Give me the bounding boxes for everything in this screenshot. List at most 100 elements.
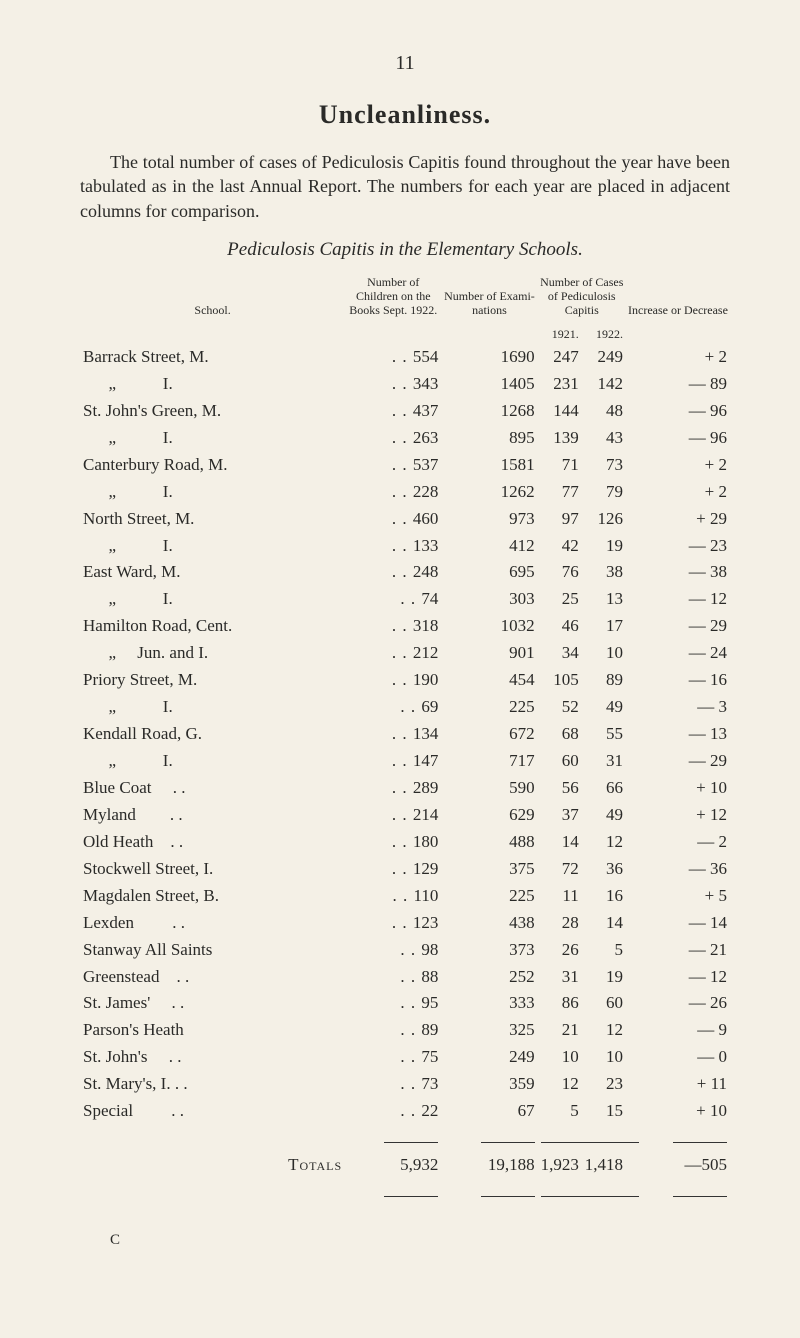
table-row: St. John's Green, M.. . 437126814448— 96 [80, 398, 730, 425]
table-row: Canterbury Road, M.. . 53715817173+ 2 [80, 452, 730, 479]
cell-children: . . 180 [345, 829, 441, 856]
table-row: Stockwell Street, I.. . 1293757236— 36 [80, 856, 730, 883]
cell-1921: 12 [538, 1071, 582, 1098]
totals-label: Totals [80, 1152, 345, 1179]
table-row: North Street, M.. . 46097397126+ 29 [80, 506, 730, 533]
cell-delta: — 24 [626, 640, 730, 667]
table-row: Lexden . .. . 1234382814— 14 [80, 910, 730, 937]
cell-delta: — 9 [626, 1017, 730, 1044]
cell-1921: 105 [538, 667, 582, 694]
cell-1921: 42 [538, 533, 582, 560]
page-number: 11 [80, 50, 730, 77]
cell-children: . . 88 [345, 964, 441, 991]
cell-children: . . 75 [345, 1044, 441, 1071]
cell-1921: 26 [538, 937, 582, 964]
cell-exams: 1690 [441, 344, 537, 371]
table-row: „ I.. . 3431405231142— 89 [80, 371, 730, 398]
cell-children: . . 73 [345, 1071, 441, 1098]
cell-children: . . 74 [345, 586, 441, 613]
cell-exams: 973 [441, 506, 537, 533]
cell-delta: — 12 [626, 586, 730, 613]
cell-delta: + 11 [626, 1071, 730, 1098]
cell-delta: — 29 [626, 748, 730, 775]
cell-exams: 1405 [441, 371, 537, 398]
cell-children: . . 212 [345, 640, 441, 667]
table-header-row: School. Number of Children on the Books … [80, 273, 730, 324]
table-row: „ I.. . 743032513— 12 [80, 586, 730, 613]
pediculosis-table: School. Number of Children on the Books … [80, 273, 730, 1206]
col-cases: Number of Cases of Pediculosis Capitis [538, 273, 626, 324]
cell-1921: 97 [538, 506, 582, 533]
cell-1921: 68 [538, 721, 582, 748]
cell-1922: 36 [582, 856, 626, 883]
cell-exams: 438 [441, 910, 537, 937]
table-row: East Ward, M.. . 2486957638— 38 [80, 559, 730, 586]
cell-exams: 412 [441, 533, 537, 560]
cell-exams: 590 [441, 775, 537, 802]
cell-exams: 225 [441, 883, 537, 910]
cell-children: . . 129 [345, 856, 441, 883]
cell-1921: 52 [538, 694, 582, 721]
rule-row [80, 1125, 730, 1152]
cell-1922: 17 [582, 613, 626, 640]
table-row: „ Jun. and I.. . 2129013410— 24 [80, 640, 730, 667]
cell-children: . . 460 [345, 506, 441, 533]
cell-1922: 55 [582, 721, 626, 748]
cell-1922: 126 [582, 506, 626, 533]
cell-1922: 13 [582, 586, 626, 613]
cell-children: . . 89 [345, 1017, 441, 1044]
cell-1921: 10 [538, 1044, 582, 1071]
cell-delta: + 2 [626, 344, 730, 371]
cell-exams: 1268 [441, 398, 537, 425]
cell-school: Priory Street, M. [80, 667, 345, 694]
cell-delta: — 13 [626, 721, 730, 748]
cell-delta: + 2 [626, 452, 730, 479]
cell-exams: 454 [441, 667, 537, 694]
cell-delta: — 0 [626, 1044, 730, 1071]
cell-children: . . 123 [345, 910, 441, 937]
cell-school: St. John's . . [80, 1044, 345, 1071]
cell-exams: 67 [441, 1098, 537, 1125]
cell-school: Stockwell Street, I. [80, 856, 345, 883]
cell-delta: — 89 [626, 371, 730, 398]
cell-exams: 303 [441, 586, 537, 613]
year-1922: 1922. [582, 324, 626, 344]
cell-children: . . 98 [345, 937, 441, 964]
cell-school: North Street, M. [80, 506, 345, 533]
cell-delta: — 26 [626, 990, 730, 1017]
cell-delta: — 96 [626, 398, 730, 425]
cell-exams: 901 [441, 640, 537, 667]
cell-delta: + 12 [626, 802, 730, 829]
totals-exams: 19,188 [441, 1152, 537, 1179]
cell-1921: 247 [538, 344, 582, 371]
cell-school: „ I. [80, 694, 345, 721]
cell-1922: 89 [582, 667, 626, 694]
table-row: Parson's Heath. . 893252112— 9 [80, 1017, 730, 1044]
cell-delta: — 16 [626, 667, 730, 694]
cell-1922: 49 [582, 802, 626, 829]
cell-1922: 49 [582, 694, 626, 721]
table-row: Greenstead . .. . 882523119— 12 [80, 964, 730, 991]
cell-delta: — 2 [626, 829, 730, 856]
cell-1922: 31 [582, 748, 626, 775]
cell-delta: + 2 [626, 479, 730, 506]
cell-children: . . 289 [345, 775, 441, 802]
cell-1921: 34 [538, 640, 582, 667]
cell-school: Hamilton Road, Cent. [80, 613, 345, 640]
totals-1922: 1,418 [582, 1152, 626, 1179]
cell-children: . . 537 [345, 452, 441, 479]
totals-row: Totals 5,932 19,188 1,923 1,418 —505 [80, 1152, 730, 1179]
cell-delta: + 29 [626, 506, 730, 533]
cell-1921: 86 [538, 990, 582, 1017]
cell-1922: 43 [582, 425, 626, 452]
cell-children: . . 134 [345, 721, 441, 748]
cell-1922: 73 [582, 452, 626, 479]
cell-exams: 325 [441, 1017, 537, 1044]
cell-1921: 28 [538, 910, 582, 937]
cell-school: East Ward, M. [80, 559, 345, 586]
table-row: „ I.. . 22812627779+ 2 [80, 479, 730, 506]
signature-mark: C [80, 1230, 730, 1250]
cell-school: „ I. [80, 371, 345, 398]
col-children: Number of Children on the Books Sept. 19… [345, 273, 441, 324]
cell-1922: 12 [582, 829, 626, 856]
